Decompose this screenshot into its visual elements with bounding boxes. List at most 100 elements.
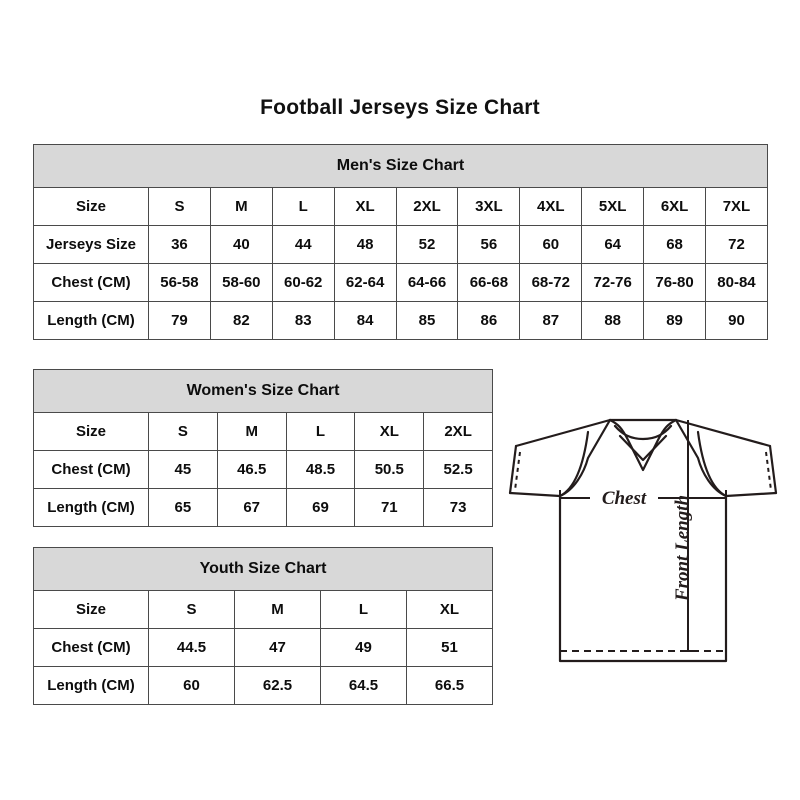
mens-jerseys-size-3xl: 56 xyxy=(457,225,521,264)
mens-row-label-length: Length (CM) xyxy=(33,301,149,340)
jersey-right-sleeve-cuff-edge xyxy=(768,444,778,495)
table-row: Jerseys Size 36 40 44 48 52 56 60 64 68 … xyxy=(33,225,768,264)
womens-table-body: Women's Size Chart Size S M L XL 2XL Che… xyxy=(32,369,494,527)
table-row: Length (CM) 79 82 83 84 85 86 87 88 89 9… xyxy=(33,301,768,340)
womens-header-m: M xyxy=(216,412,287,451)
mens-chest-xl: 62-64 xyxy=(333,263,397,302)
table-row: Length (CM) 60 62.5 64.5 66.5 xyxy=(33,666,494,705)
mens-header-2xl: 2XL xyxy=(395,187,459,226)
mens-jerseys-size-l: 44 xyxy=(271,225,335,264)
youth-length-xl: 66.5 xyxy=(405,666,494,705)
youth-size-table: Youth Size Chart Size S M L XL Chest (CM… xyxy=(32,547,494,705)
mens-header-3xl: 3XL xyxy=(457,187,521,226)
mens-jerseys-size-xl: 48 xyxy=(333,225,397,264)
mens-length-6xl: 89 xyxy=(643,301,707,340)
youth-header-m: M xyxy=(234,590,321,629)
youth-chest-xl: 51 xyxy=(405,628,494,667)
youth-table-caption: Youth Size Chart xyxy=(32,547,494,591)
mens-header-6xl: 6XL xyxy=(643,187,707,226)
mens-header-m: M xyxy=(209,187,273,226)
womens-row-label-chest: Chest (CM) xyxy=(33,450,149,489)
mens-chest-5xl: 72-76 xyxy=(581,263,645,302)
youth-length-l: 64.5 xyxy=(320,666,407,705)
mens-length-m: 82 xyxy=(209,301,273,340)
mens-jerseys-size-s: 36 xyxy=(148,225,211,264)
youth-row-label-chest: Chest (CM) xyxy=(33,628,149,667)
mens-chest-s: 56-58 xyxy=(148,263,211,302)
jersey-right-sleeve-bottom xyxy=(724,491,778,498)
jersey-body-outline xyxy=(558,494,728,663)
page-title: Football Jerseys Size Chart xyxy=(260,96,540,119)
womens-header-l: L xyxy=(285,412,356,451)
womens-chest-xl: 50.5 xyxy=(354,450,425,489)
womens-header-size: Size xyxy=(33,412,149,451)
womens-table-caption: Women's Size Chart xyxy=(32,369,494,413)
youth-chest-s: 44.5 xyxy=(148,628,235,667)
mens-length-l: 83 xyxy=(271,301,335,340)
table-row: Chest (CM) 44.5 47 49 51 xyxy=(33,628,494,667)
jersey-left-cuff-stitch xyxy=(514,451,521,491)
mens-length-5xl: 88 xyxy=(581,301,645,340)
mens-chest-6xl: 76-80 xyxy=(643,263,707,302)
mens-jerseys-size-m: 40 xyxy=(209,225,273,264)
jersey-left-armhole xyxy=(558,430,590,498)
womens-header-row: Size S M L XL 2XL xyxy=(33,412,494,451)
womens-chest-m: 46.5 xyxy=(216,450,287,489)
mens-header-4xl: 4XL xyxy=(519,187,583,226)
youth-header-row: Size S M L XL xyxy=(33,590,494,629)
mens-jerseys-size-5xl: 64 xyxy=(581,225,645,264)
youth-length-s: 60 xyxy=(148,666,235,705)
womens-size-table: Women's Size Chart Size S M L XL 2XL Che… xyxy=(32,369,494,527)
mens-jerseys-size-6xl: 68 xyxy=(643,225,707,264)
womens-length-2xl: 73 xyxy=(423,488,494,527)
jersey-right-cuff-stitch xyxy=(765,451,772,491)
mens-length-3xl: 86 xyxy=(457,301,521,340)
jersey-measurement-diagram: Chest Front Length xyxy=(498,398,788,698)
youth-header-xl: XL xyxy=(405,590,494,629)
jersey-right-sleeve-top xyxy=(674,418,772,448)
mens-chest-7xl: 80-84 xyxy=(705,263,768,302)
mens-length-xl: 84 xyxy=(333,301,397,340)
mens-row-label-chest: Chest (CM) xyxy=(33,263,149,302)
mens-caption-row: Men's Size Chart xyxy=(33,144,768,188)
womens-header-s: S xyxy=(148,412,218,451)
mens-header-size: Size xyxy=(33,187,149,226)
womens-caption-row: Women's Size Chart xyxy=(32,369,494,413)
jersey-left-sleeve-bottom xyxy=(508,491,562,498)
mens-header-7xl: 7XL xyxy=(705,187,768,226)
womens-length-s: 65 xyxy=(148,488,218,527)
jersey-vneck-inner xyxy=(618,434,668,462)
mens-size-table: Men's Size Chart Size S M L XL 2XL 3XL 4… xyxy=(33,144,768,340)
youth-header-size: Size xyxy=(33,590,149,629)
jersey-right-armhole xyxy=(696,430,728,498)
mens-jerseys-size-7xl: 72 xyxy=(705,225,768,264)
mens-header-row: Size S M L XL 2XL 3XL 4XL 5XL 6XL 7XL xyxy=(33,187,768,226)
mens-header-xl: XL xyxy=(333,187,397,226)
mens-row-label-jerseys-size: Jerseys Size xyxy=(33,225,149,264)
womens-header-2xl: 2XL xyxy=(423,412,494,451)
womens-length-l: 69 xyxy=(285,488,356,527)
womens-chest-2xl: 52.5 xyxy=(423,450,494,489)
mens-length-4xl: 87 xyxy=(519,301,583,340)
mens-table-caption: Men's Size Chart xyxy=(33,144,768,188)
womens-chest-s: 45 xyxy=(148,450,218,489)
jersey-left-sleeve-cuff-edge xyxy=(508,444,518,495)
mens-jerseys-size-2xl: 52 xyxy=(395,225,459,264)
womens-length-m: 67 xyxy=(216,488,287,527)
youth-caption-row: Youth Size Chart xyxy=(32,547,494,591)
youth-chest-m: 47 xyxy=(234,628,321,667)
mens-chest-2xl: 64-66 xyxy=(395,263,459,302)
womens-chest-l: 48.5 xyxy=(285,450,356,489)
womens-row-label-length: Length (CM) xyxy=(33,488,149,527)
mens-length-7xl: 90 xyxy=(705,301,768,340)
chest-label: Chest xyxy=(602,488,647,509)
mens-length-2xl: 85 xyxy=(395,301,459,340)
jersey-left-sleeve-top xyxy=(514,418,612,448)
youth-header-l: L xyxy=(320,590,407,629)
jersey-collar-inner-line-1 xyxy=(613,424,673,441)
front-length-label: Front Length xyxy=(672,495,693,602)
mens-header-5xl: 5XL xyxy=(581,187,645,226)
mens-chest-3xl: 66-68 xyxy=(457,263,521,302)
womens-header-xl: XL xyxy=(354,412,425,451)
mens-header-s: S xyxy=(148,187,211,226)
